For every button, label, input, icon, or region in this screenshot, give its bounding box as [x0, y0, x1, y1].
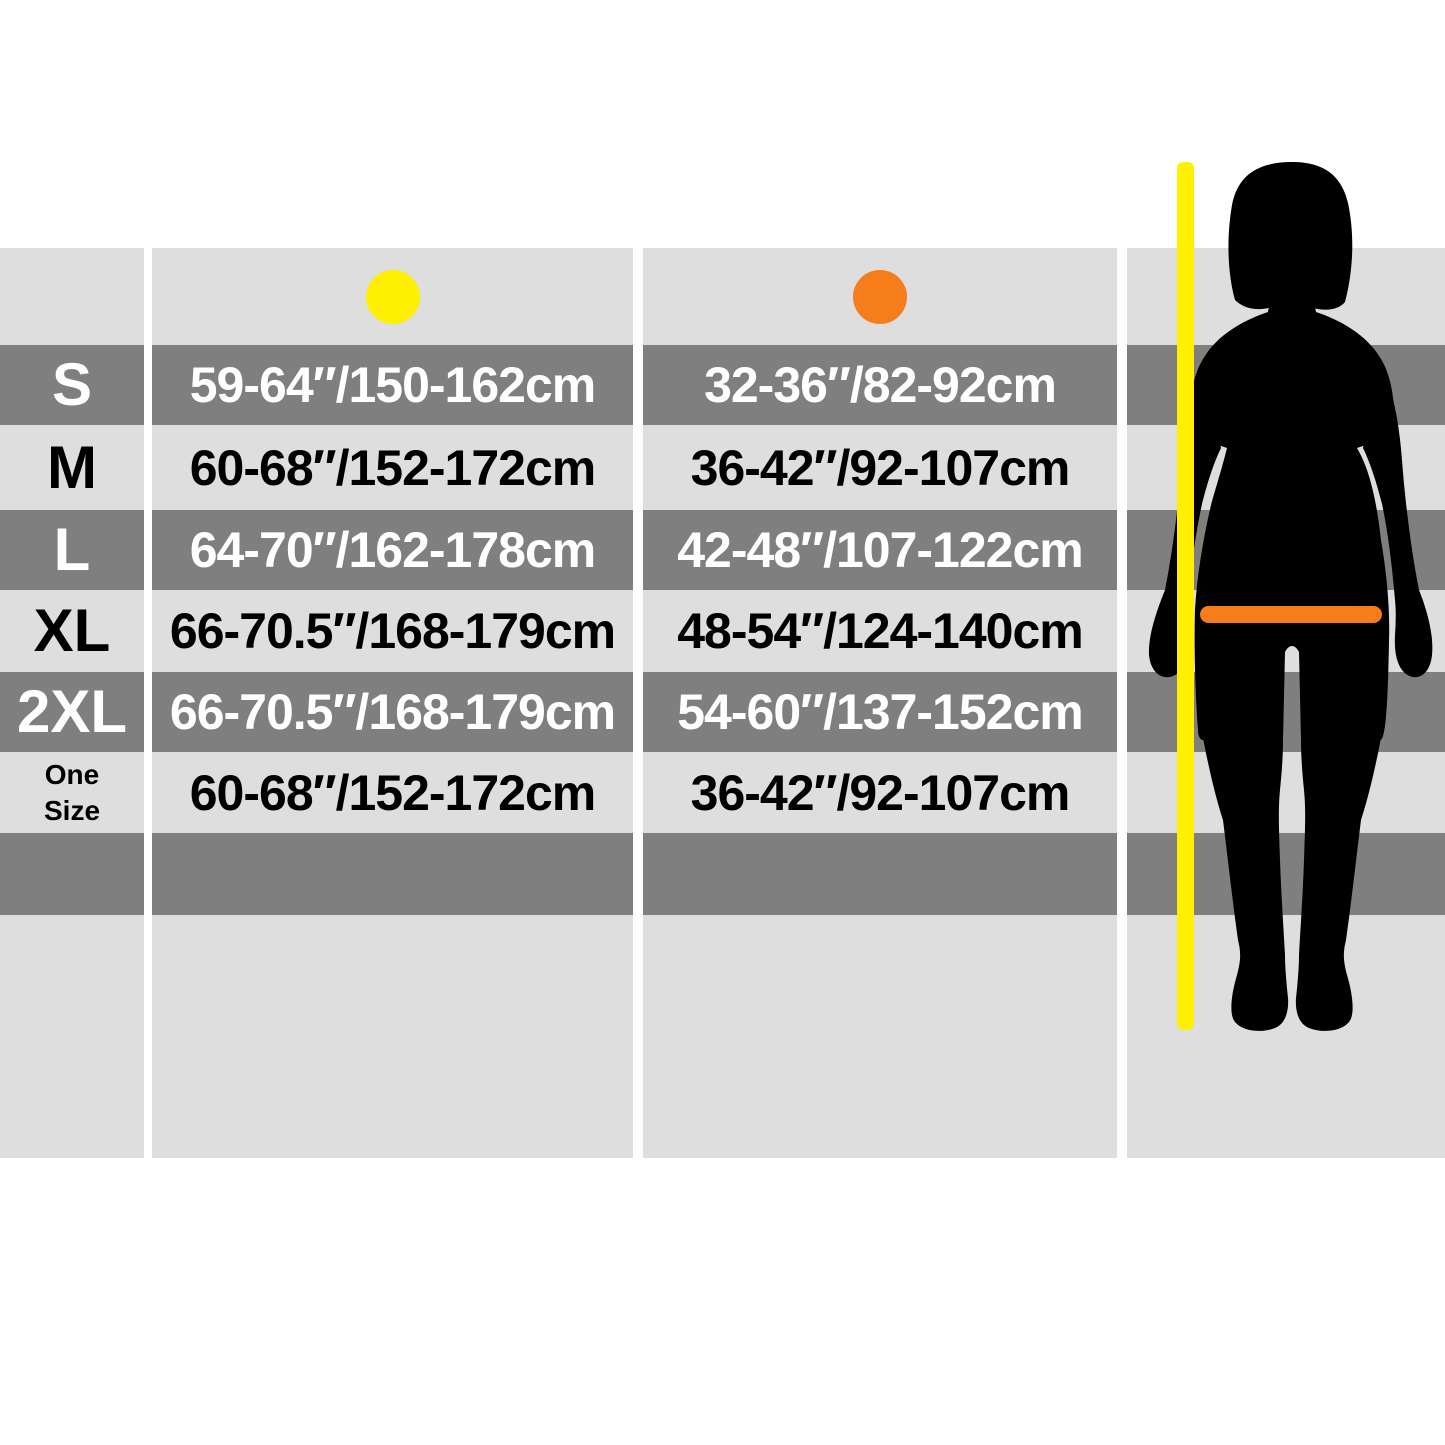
header-hips-cell: [643, 248, 1117, 345]
height-cell: 66-70.5″/168-179cm: [152, 672, 633, 752]
hips-cell: 42-48″/107-122cm: [643, 510, 1117, 590]
empty-cell: [0, 915, 144, 1158]
size-label: L: [53, 516, 91, 583]
height-value: 66-70.5″/168-179cm: [169, 684, 616, 740]
height-value: 59-64″/150-162cm: [189, 357, 596, 413]
size-label: 2XL: [16, 678, 128, 745]
height-cell: 60-68″/152-172cm: [152, 425, 633, 510]
table-row-2xl: 2XL 66-70.5″/168-179cm 54-60″/137-152cm: [0, 672, 1445, 752]
height-dot-icon: [365, 269, 420, 324]
height-value: 60-68″/152-172cm: [189, 764, 596, 821]
silhouette-hair: [1228, 162, 1353, 310]
hips-measure-line: [1200, 606, 1382, 623]
silhouette-torso: [1190, 285, 1394, 740]
size-label-cell: XL: [0, 590, 144, 672]
size-label-cell: 2XL: [0, 672, 144, 752]
hips-cell: 32-36″/82-92cm: [643, 345, 1117, 425]
table-row-empty-dark: [0, 833, 1445, 915]
hips-cell: 36-42″/92-107cm: [643, 425, 1117, 510]
table-row-m: M 60-68″/152-172cm 36-42″/92-107cm: [0, 425, 1445, 510]
hips-cell: 48-54″/124-140cm: [643, 590, 1117, 672]
height-value: 66-70.5″/168-179cm: [169, 603, 616, 659]
size-label-cell: S: [0, 345, 144, 425]
size-label-cell: One Size: [0, 752, 144, 833]
height-value: 64-70″/162-178cm: [189, 522, 596, 578]
size-label: M: [47, 433, 97, 501]
height-value: 60-68″/152-172cm: [189, 439, 596, 496]
silhouette-left-leg: [1203, 738, 1289, 1031]
hips-value: 42-48″/107-122cm: [677, 522, 1083, 578]
silhouette-right-arm: [1363, 360, 1433, 678]
empty-cell: [643, 915, 1117, 1158]
height-cell: 59-64″/150-162cm: [152, 345, 633, 425]
hips-value: 36-42″/92-107cm: [690, 764, 1071, 821]
height-cell: 64-70″/162-178cm: [152, 510, 633, 590]
silhouette-right-leg: [1295, 738, 1381, 1031]
height-cell: 66-70.5″/168-179cm: [152, 590, 633, 672]
size-label: XL: [33, 597, 111, 664]
empty-cell: [0, 833, 144, 915]
header-height-cell: [152, 248, 633, 345]
empty-cell: [152, 833, 633, 915]
hips-value: 36-42″/92-107cm: [690, 439, 1071, 496]
hips-value: 54-60″/137-152cm: [677, 684, 1083, 740]
table-row-one-size: One Size 60-68″/152-172cm 36-42″/92-107c…: [0, 752, 1445, 833]
size-label-cell: M: [0, 425, 144, 510]
hips-dot-icon: [853, 269, 907, 324]
size-table: S 59-64″/150-162cm 32-36″/82-92cm M 60-6…: [0, 248, 1445, 1158]
empty-cell: [643, 833, 1117, 915]
hips-value: 48-54″/124-140cm: [677, 603, 1083, 659]
hips-value: 32-36″/82-92cm: [704, 357, 1057, 413]
size-label-cell: L: [0, 510, 144, 590]
height-cell: 60-68″/152-172cm: [152, 752, 633, 833]
hips-cell: 36-42″/92-107cm: [643, 752, 1117, 833]
hips-cell: 54-60″/137-152cm: [643, 672, 1117, 752]
size-label: One Size: [43, 758, 101, 826]
height-measure-line: [1177, 162, 1194, 1030]
empty-cell: [152, 915, 633, 1158]
header-size-cell: [0, 248, 144, 345]
size-label: S: [51, 351, 93, 418]
